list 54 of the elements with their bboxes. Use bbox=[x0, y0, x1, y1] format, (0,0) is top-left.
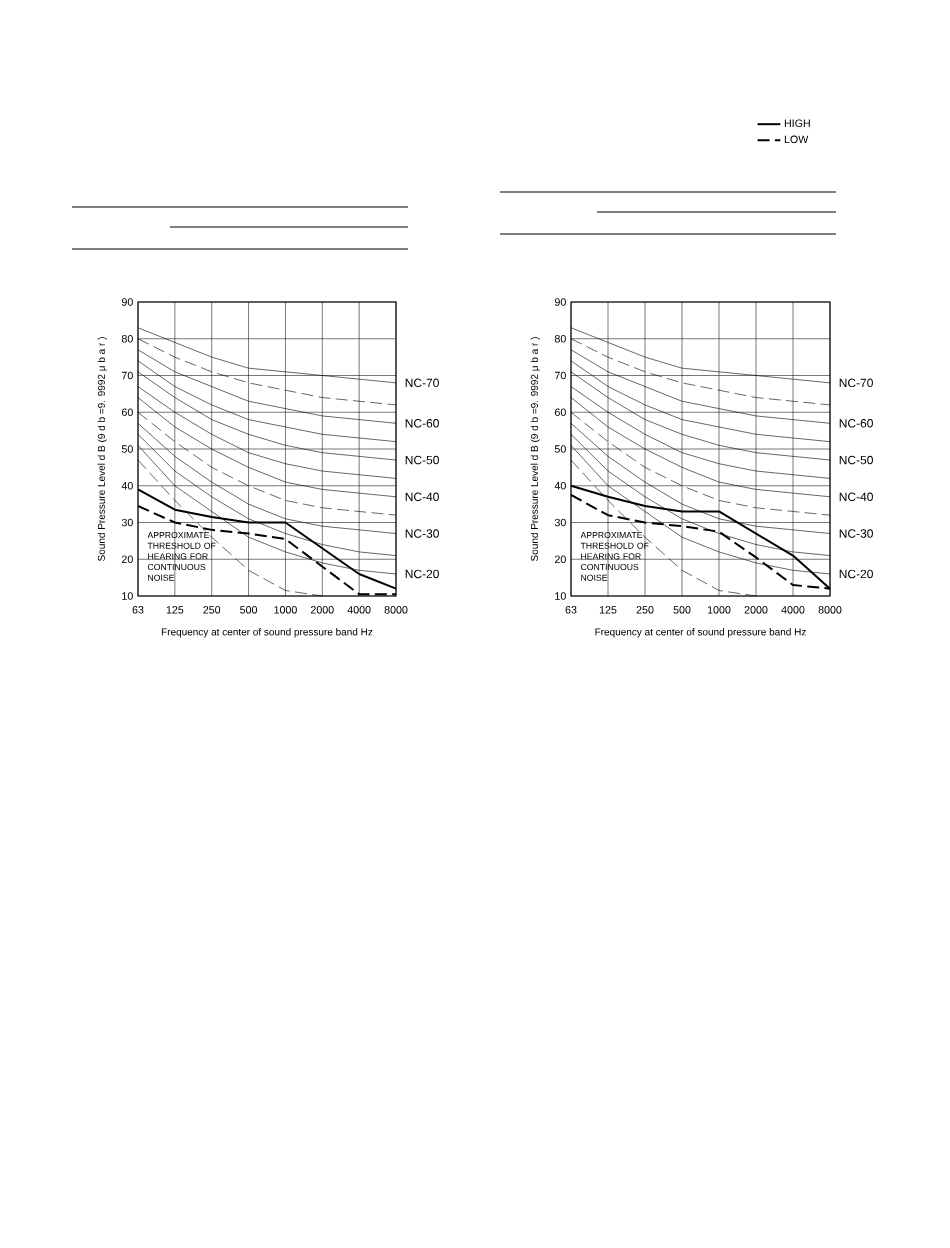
x-tick-label: 8000 bbox=[384, 606, 408, 614]
y-tick-label: 20 bbox=[121, 555, 133, 564]
y-tick-label: 30 bbox=[121, 518, 133, 527]
x-tick-label: 500 bbox=[673, 606, 691, 614]
y-tick-label: 60 bbox=[121, 408, 133, 417]
y-tick-label: 10 bbox=[555, 592, 566, 600]
x-axis-title: Frequency at center of sound pressure band Hz bbox=[161, 628, 373, 638]
series-label: NC-40 bbox=[839, 492, 873, 502]
x-tick-label: 250 bbox=[203, 606, 221, 614]
series-label: NC-20 bbox=[405, 569, 439, 579]
x-tick-label: 63 bbox=[132, 606, 144, 614]
x-tick-label: 8000 bbox=[818, 606, 842, 614]
legend-label: LOW bbox=[784, 135, 809, 144]
y-tick-label: 70 bbox=[121, 371, 133, 380]
y-tick-label: 60 bbox=[554, 408, 566, 417]
legend-label: HIGH bbox=[784, 119, 810, 127]
annotation: APPROXIMATE THRESHOLD OF HEARING FOR CONTINUOUS NOISE bbox=[580, 531, 649, 581]
x-tick-label: 63 bbox=[565, 606, 577, 614]
series-label: NC-60 bbox=[839, 419, 873, 428]
x-tick-label: 125 bbox=[166, 606, 184, 614]
y-tick-label: 40 bbox=[121, 481, 133, 490]
y-tick-label: 20 bbox=[554, 555, 566, 564]
y-tick-label: 10 bbox=[122, 592, 133, 600]
y-tick-label: 50 bbox=[554, 445, 566, 453]
y-tick-label: 30 bbox=[554, 518, 566, 527]
x-axis-title: Frequency at center of sound pressure band Hz bbox=[595, 628, 806, 638]
y-tick-label: 50 bbox=[121, 445, 133, 453]
x-tick-label: 1000 bbox=[274, 606, 297, 614]
x-tick-label: 1000 bbox=[707, 606, 731, 614]
y-tick-label: 40 bbox=[554, 481, 566, 490]
series-label: NC-60 bbox=[405, 419, 439, 428]
x-tick-label: 250 bbox=[636, 606, 654, 614]
x-tick-label: 2000 bbox=[310, 606, 334, 614]
x-tick-label: 4000 bbox=[347, 606, 371, 614]
y-tick-label: 70 bbox=[554, 371, 566, 380]
y-tick-label: 90 bbox=[554, 298, 566, 306]
y-tick-label: 90 bbox=[121, 298, 133, 306]
series-label: NC-40 bbox=[405, 492, 439, 502]
y-tick-label: 80 bbox=[121, 334, 133, 343]
y-tick-label: 80 bbox=[554, 334, 566, 343]
series-label: NC-50 bbox=[405, 455, 439, 465]
series-label: NC-70 bbox=[405, 378, 439, 388]
x-tick-label: 125 bbox=[599, 606, 617, 614]
annotation: APPROXIMATE THRESHOLD OF HEARING FOR CONTINUOUS NOISE bbox=[147, 531, 216, 581]
x-tick-label: 500 bbox=[240, 606, 258, 614]
y-axis-title: Sound Pressure Level d B (9 d b =9. 9992 μ b a r ) bbox=[97, 337, 107, 561]
x-tick-label: 2000 bbox=[744, 606, 768, 614]
x-tick-label: 4000 bbox=[781, 606, 805, 614]
series-label: NC-30 bbox=[405, 529, 439, 538]
series-label: NC-50 bbox=[839, 455, 873, 465]
series-label: NC-20 bbox=[839, 569, 873, 579]
series-label: NC-70 bbox=[839, 378, 873, 388]
y-axis-title: Sound Pressure Level d B (9 d b =9. 9992 μ b a r ) bbox=[530, 337, 540, 561]
series-label: NC-30 bbox=[839, 529, 873, 538]
